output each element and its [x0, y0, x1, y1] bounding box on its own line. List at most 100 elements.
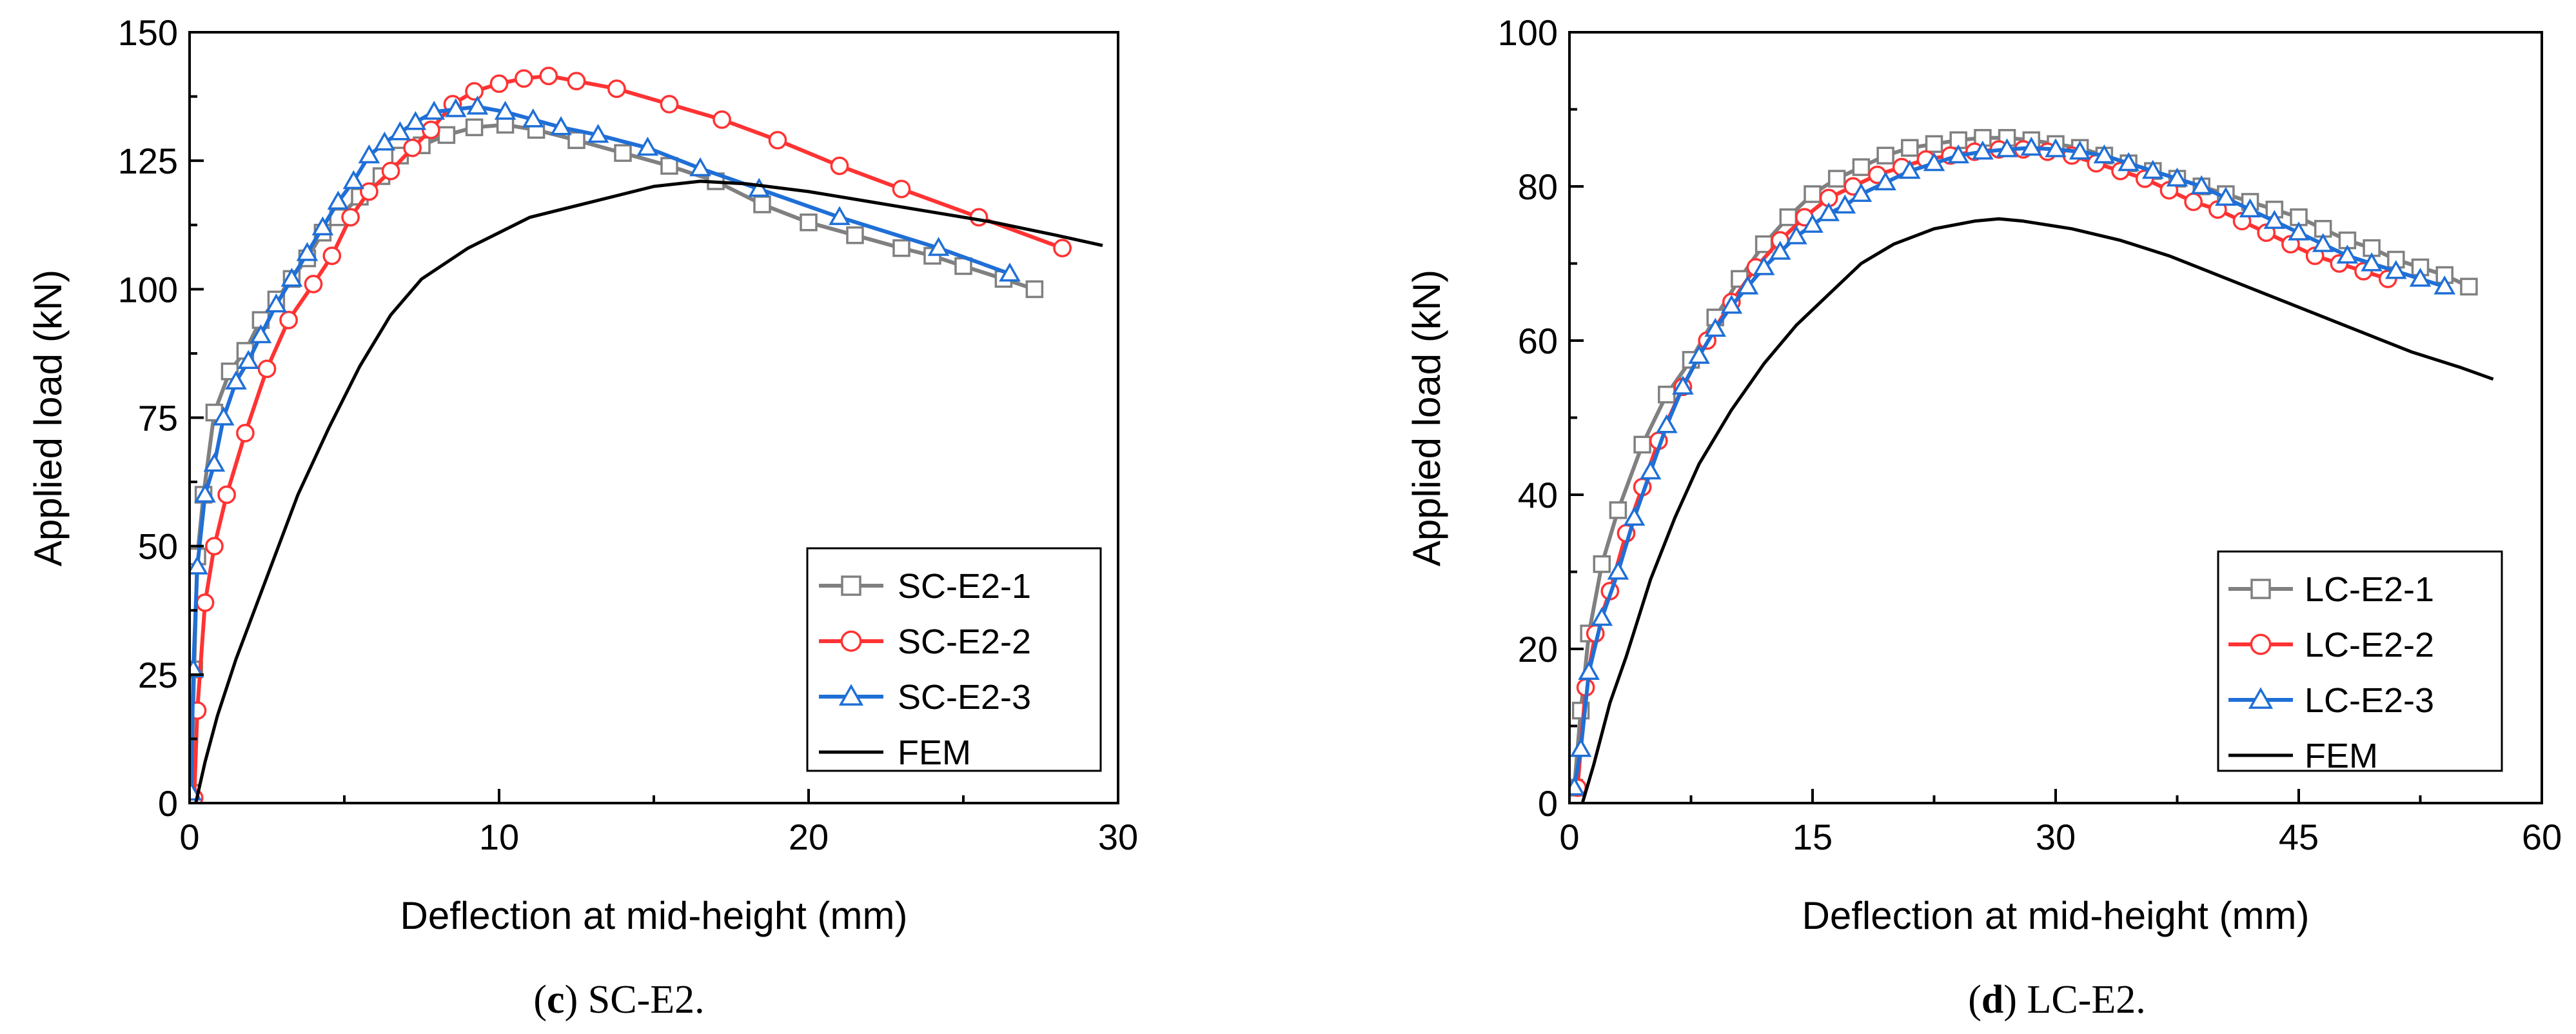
data-point-lc-e2-3	[1578, 661, 1600, 680]
x-tick-label-c: 30	[1098, 817, 1138, 857]
data-point-sc-e2-3	[999, 263, 1021, 282]
data-point-sc-e2-3	[444, 98, 467, 117]
data-point-lc-e2-3	[2263, 210, 2286, 229]
data-point-sc-e2-3	[194, 483, 216, 503]
caption-label-d: d	[1981, 978, 2003, 1022]
data-point-lc-e2-3	[1736, 275, 1759, 295]
legend-label-sc-e2-3: SC-E2-3	[898, 678, 1031, 717]
data-point-lc-e2-1	[1593, 555, 1611, 573]
y-tick-label-d: 80	[1518, 166, 1558, 207]
ticks-layer-d: 0 15 30 45 60 0 20 40 60 80 100	[1498, 12, 2562, 857]
y-tick-label-c: 100	[118, 269, 178, 310]
figure-caption-d: (d) LC-E2.	[1968, 978, 2146, 1022]
data-point-sc-e2-3	[358, 144, 380, 164]
y-tick-label-c: 50	[138, 526, 178, 567]
series-fem	[194, 179, 1103, 803]
series-lc-e2-2	[1569, 140, 2397, 797]
data-point-lc-e2-3	[2288, 221, 2310, 241]
legend-box-d	[2217, 550, 2503, 772]
data-point-lc-e2-1	[1901, 139, 1919, 157]
data-point-sc-e2-2	[567, 72, 586, 91]
data-point-lc-e2-3	[1655, 414, 1678, 433]
data-point-sc-e2-1	[1025, 280, 1044, 299]
legend-label-lc-e2-2: LC-E2-2	[2305, 626, 2434, 664]
legend-c: SC-E2-1 SC-E2-2 SC-E2-3 FEM	[806, 547, 1102, 772]
x-tick-label-d: 15	[1793, 817, 1833, 857]
data-point-lc-e2-3	[1874, 171, 1896, 191]
data-point-sc-e2-2	[304, 275, 323, 293]
data-point-sc-e2-2	[360, 182, 379, 201]
data-point-lc-e2-3	[2141, 159, 2164, 179]
x-tick-label-d: 0	[1559, 817, 1579, 857]
data-point-lc-e2-3	[2215, 186, 2237, 206]
data-point-lc-e2-3	[1947, 144, 1970, 164]
data-point-sc-e2-2	[195, 593, 215, 612]
data-point-lc-e2-3	[1688, 344, 1710, 364]
data-point-lc-e2-3	[2336, 244, 2359, 264]
data-point-lc-e2-2	[2184, 192, 2203, 212]
legend-item-sc-e2-1: SC-E2-1	[819, 567, 1031, 606]
legend-item-fem: FEM	[819, 733, 971, 772]
data-point-sc-e2-2	[515, 69, 533, 88]
data-point-sc-e2-3	[311, 216, 334, 235]
data-point-sc-e2-3	[212, 406, 235, 426]
series-line-fem	[1580, 217, 2494, 803]
data-point-lc-e2-1	[1633, 435, 1651, 454]
legend-item-fem: FEM	[2228, 737, 2378, 775]
data-point-lc-e2-3	[1591, 606, 1613, 626]
data-point-sc-e2-2	[768, 130, 787, 150]
data-point-sc-e2-1	[753, 195, 771, 214]
data-point-lc-e2-1	[1827, 170, 1846, 188]
data-point-lc-e2-3	[1623, 506, 1646, 526]
data-point-sc-e2-2	[257, 359, 277, 379]
data-point-lc-e2-1	[1755, 235, 1773, 254]
series-layer-d	[1569, 128, 2494, 803]
data-point-sc-e2-3	[587, 124, 609, 143]
y-tick-label-d: 60	[1518, 321, 1558, 361]
figure-caption-c: (c) SC-E2.	[533, 978, 704, 1022]
data-point-lc-e2-1	[1779, 208, 1798, 226]
data-point-lc-e2-3	[2045, 138, 2067, 157]
data-point-sc-e2-3	[423, 101, 446, 120]
data-point-lc-e2-3	[2239, 198, 2261, 217]
data-point-sc-e2-3	[829, 206, 850, 225]
data-point-lc-e2-3	[1569, 738, 1592, 757]
data-point-lc-e2-3	[1769, 241, 1791, 260]
data-point-sc-e2-2	[539, 66, 558, 86]
x-tick-label-d: 45	[2279, 817, 2319, 857]
data-point-lc-e2-3	[1898, 159, 1921, 179]
y-axis-title-d: Applied load (kN)	[1405, 270, 1448, 566]
data-point-sc-e2-3	[689, 157, 711, 177]
legend-item-lc-e2-1: LC-E2-1	[2228, 570, 2434, 609]
data-point-lc-e2-3	[1720, 294, 1743, 314]
y-tick-label-d: 0	[1538, 783, 1558, 824]
data-point-sc-e2-3	[636, 136, 659, 156]
x-axis-title-d: Deflection at mid-height (mm)	[1802, 894, 2310, 937]
data-point-sc-e2-2	[830, 156, 849, 175]
data-point-sc-e2-2	[279, 310, 298, 330]
series-sc-e2-3	[190, 95, 1021, 801]
data-point-sc-e2-2	[465, 82, 484, 101]
data-point-lc-e2-3	[2093, 144, 2116, 164]
data-point-lc-e2-3	[1834, 194, 1856, 214]
legend-item-sc-e2-2: SC-E2-2	[819, 622, 1031, 661]
data-point-lc-e2-3	[1972, 140, 1994, 160]
data-point-sc-e2-1	[660, 157, 678, 175]
data-point-sc-e2-3	[748, 177, 771, 197]
data-point-lc-e2-3	[1923, 152, 1945, 172]
x-axis-title-c: Deflection at mid-height (mm)	[400, 894, 908, 937]
data-point-lc-e2-1	[1876, 146, 1894, 164]
data-point-lc-e2-3	[1996, 138, 2018, 157]
data-point-sc-e2-2	[713, 110, 731, 129]
data-point-lc-e2-3	[2190, 175, 2213, 195]
x-tick-label-c: 10	[479, 817, 519, 857]
y-tick-label-c: 0	[158, 783, 178, 824]
data-point-sc-e2-3	[237, 350, 260, 369]
data-point-lc-e2-3	[1802, 214, 1824, 233]
chart-panel-d: 0 15 30 45 60 0 20 40 60 80 100 Deflection at mid-…	[1405, 12, 2562, 1022]
data-point-sc-e2-3	[466, 95, 489, 115]
data-point-sc-e2-2	[217, 485, 236, 504]
caption-text-d: LC-E2.	[2027, 978, 2146, 1022]
legend-label-sc-e2-1: SC-E2-1	[898, 567, 1031, 606]
series-line-lc-e2-1	[1572, 135, 2470, 788]
